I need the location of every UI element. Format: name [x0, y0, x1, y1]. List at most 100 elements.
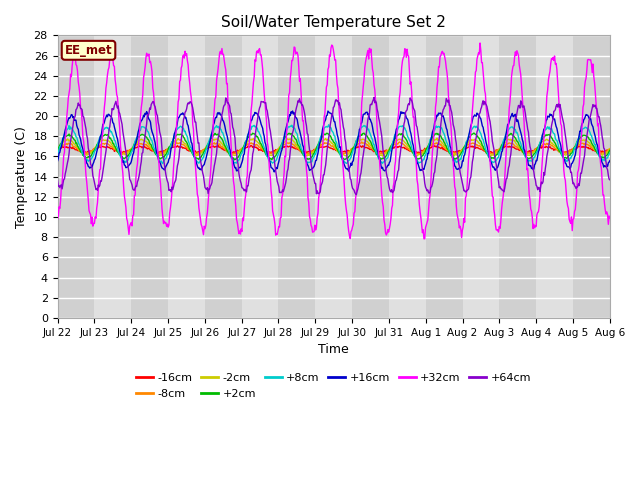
+8cm	[63, 126, 71, 132]
+32cm	[206, 179, 214, 184]
-8cm	[606, 146, 614, 152]
+16cm	[606, 158, 614, 164]
+32cm	[417, 215, 425, 221]
Bar	[389, 36, 426, 318]
Bar	[131, 36, 168, 318]
+2cm	[418, 154, 426, 159]
-2cm	[450, 153, 458, 159]
+64cm	[120, 138, 128, 144]
+32cm	[54, 216, 61, 222]
-8cm	[54, 146, 61, 152]
+2cm	[206, 139, 214, 144]
+64cm	[177, 143, 184, 149]
+2cm	[54, 148, 61, 154]
+8cm	[325, 122, 333, 128]
+2cm	[470, 130, 477, 136]
Line: +8cm: +8cm	[58, 125, 610, 164]
-16cm	[606, 146, 614, 152]
Bar	[94, 36, 131, 318]
Bar	[426, 36, 463, 318]
+2cm	[402, 136, 410, 142]
Y-axis label: Temperature (C): Temperature (C)	[15, 126, 28, 228]
-16cm	[120, 149, 128, 155]
+16cm	[419, 167, 426, 172]
+64cm	[419, 167, 426, 172]
Line: -8cm: -8cm	[58, 142, 610, 154]
+8cm	[120, 159, 128, 165]
-16cm	[214, 143, 222, 148]
Bar	[278, 36, 316, 318]
-16cm	[63, 145, 71, 151]
Title: Soil/Water Temperature Set 2: Soil/Water Temperature Set 2	[221, 15, 446, 30]
Line: +2cm: +2cm	[58, 133, 610, 160]
+32cm	[120, 193, 128, 199]
-2cm	[606, 146, 614, 152]
+64cm	[403, 108, 410, 114]
Bar	[242, 36, 278, 318]
-8cm	[488, 151, 496, 157]
-16cm	[206, 144, 214, 150]
+8cm	[207, 134, 214, 140]
+2cm	[63, 132, 71, 138]
Bar	[573, 36, 610, 318]
-2cm	[206, 139, 214, 145]
-2cm	[177, 137, 184, 143]
-16cm	[54, 146, 61, 152]
+64cm	[63, 159, 71, 165]
+16cm	[289, 108, 296, 114]
+64cm	[54, 178, 61, 183]
Text: EE_met: EE_met	[65, 44, 113, 57]
-2cm	[54, 146, 61, 152]
-8cm	[206, 143, 214, 148]
+2cm	[120, 156, 128, 162]
-8cm	[418, 150, 426, 156]
+16cm	[63, 119, 71, 125]
Bar	[499, 36, 536, 318]
+8cm	[159, 161, 166, 167]
+8cm	[419, 158, 426, 164]
-2cm	[401, 140, 408, 145]
+64cm	[606, 177, 614, 183]
-16cm	[415, 150, 423, 156]
+16cm	[120, 162, 128, 168]
-2cm	[433, 135, 441, 141]
-8cm	[402, 143, 410, 149]
+32cm	[476, 40, 484, 46]
Bar	[58, 36, 94, 318]
-8cm	[120, 150, 128, 156]
+8cm	[606, 150, 614, 156]
+8cm	[54, 151, 61, 157]
+64cm	[370, 95, 378, 100]
Bar	[205, 36, 242, 318]
+16cm	[403, 115, 410, 120]
-2cm	[417, 151, 425, 157]
+2cm	[177, 132, 184, 137]
Bar	[536, 36, 573, 318]
Line: +16cm: +16cm	[58, 111, 610, 172]
Legend: -16cm, -8cm, -2cm, +2cm, +8cm, +16cm, +32cm, +64cm: -16cm, -8cm, -2cm, +2cm, +8cm, +16cm, +3…	[132, 369, 536, 403]
Line: -2cm: -2cm	[58, 138, 610, 156]
+8cm	[403, 128, 410, 134]
+2cm	[230, 157, 238, 163]
+64cm	[206, 186, 214, 192]
+32cm	[420, 236, 428, 241]
+32cm	[401, 46, 408, 51]
+32cm	[606, 215, 614, 221]
Line: +32cm: +32cm	[58, 43, 610, 239]
-8cm	[63, 142, 71, 147]
Bar	[352, 36, 389, 318]
+8cm	[177, 124, 185, 130]
Bar	[316, 36, 352, 318]
+64cm	[353, 192, 360, 198]
X-axis label: Time: Time	[318, 343, 349, 356]
+16cm	[206, 140, 214, 146]
-2cm	[63, 136, 71, 142]
+16cm	[54, 158, 61, 164]
Line: -16cm: -16cm	[58, 145, 610, 153]
Bar	[168, 36, 205, 318]
-16cm	[419, 148, 426, 154]
-16cm	[177, 144, 184, 150]
-16cm	[402, 145, 410, 151]
-2cm	[120, 151, 128, 157]
Bar	[463, 36, 499, 318]
